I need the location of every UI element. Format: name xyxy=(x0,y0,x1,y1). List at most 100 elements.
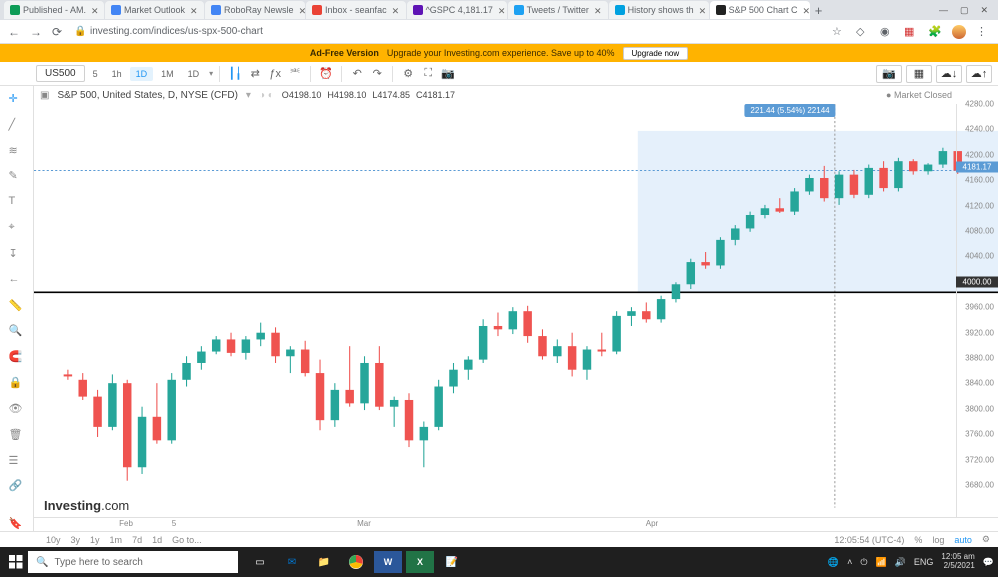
tab-close-icon[interactable]: ✕ xyxy=(190,6,198,14)
range-button[interactable]: 7d xyxy=(132,535,142,545)
camera-icon[interactable]: 📷 xyxy=(439,65,457,83)
explorer-icon[interactable]: 📁 xyxy=(310,551,338,573)
object-tree-icon[interactable]: ☰ xyxy=(9,454,25,468)
minimize-button[interactable]: — xyxy=(939,5,948,16)
fib-tool-icon[interactable]: ≋ xyxy=(9,144,25,158)
tab-close-icon[interactable]: ✕ xyxy=(594,6,602,14)
word-icon[interactable]: W xyxy=(374,551,402,573)
forward-button[interactable]: → xyxy=(30,25,44,39)
eye-tool-icon[interactable]: 👁 xyxy=(9,402,25,416)
tab-close-icon[interactable]: ✕ xyxy=(699,6,707,14)
back-arrow-icon[interactable]: ← xyxy=(9,273,25,287)
trend-line-tool-icon[interactable]: ╱ xyxy=(9,118,25,132)
tray-power-icon[interactable]: ⏻ xyxy=(860,557,867,568)
timeframe-button[interactable]: 1D xyxy=(130,67,154,81)
chrome-icon[interactable] xyxy=(342,551,370,573)
outlook-icon[interactable]: ✉ xyxy=(278,551,306,573)
browser-tab[interactable]: History shows th✕ xyxy=(609,1,709,19)
chevron-down-icon[interactable]: ▾ xyxy=(209,69,213,78)
tab-close-icon[interactable]: ✕ xyxy=(91,6,99,14)
notifications-icon[interactable]: 💬 xyxy=(983,557,994,568)
tab-close-icon[interactable]: ✕ xyxy=(498,6,506,14)
upgrade-button[interactable]: Upgrade now xyxy=(623,47,689,60)
ext-icon-1[interactable]: ◇ xyxy=(856,25,870,39)
chart-svg[interactable] xyxy=(34,104,998,522)
indicator-icon[interactable]: ƒx xyxy=(266,65,284,83)
tray-volume-icon[interactable]: 🔊 xyxy=(895,557,906,568)
alert-icon[interactable]: ⏰ xyxy=(317,65,335,83)
timeframe-button[interactable]: 5 xyxy=(87,67,104,81)
tab-close-icon[interactable]: ✕ xyxy=(392,6,400,14)
compare-icon[interactable]: ⇄ xyxy=(246,65,264,83)
bookmark-tool-icon[interactable]: 🔖 xyxy=(9,517,25,531)
new-tab-button[interactable]: + xyxy=(811,3,827,18)
star-icon[interactable]: ☆ xyxy=(832,25,846,39)
reload-button[interactable]: ⟳ xyxy=(52,25,66,39)
text-tool-icon[interactable]: T xyxy=(9,195,25,209)
cloud-save-icon[interactable]: ☁↑ xyxy=(966,65,992,83)
range-button[interactable]: 1m xyxy=(110,535,123,545)
extensions-icon[interactable]: 🧩 xyxy=(928,25,942,39)
browser-tab[interactable]: RoboRay Newsle✕ xyxy=(205,1,305,19)
browser-tab[interactable]: Published - AM.✕ xyxy=(4,1,104,19)
magnet-tool-icon[interactable]: 🧲 xyxy=(9,350,25,364)
prediction-tool-icon[interactable]: ↧ xyxy=(9,247,25,261)
cloud-load-icon[interactable]: ☁↓ xyxy=(936,65,962,83)
symbol-selector[interactable]: US500 xyxy=(36,65,85,82)
y-axis[interactable]: 4280.004240.004200.004160.004120.004080.… xyxy=(956,104,998,517)
back-button[interactable]: ← xyxy=(8,25,22,39)
gear-icon[interactable]: ⚙ xyxy=(982,534,990,545)
ext-icon-3[interactable]: ▦ xyxy=(904,25,918,39)
screenshot-button[interactable]: 📷 xyxy=(876,65,902,83)
auto-toggle[interactable]: auto xyxy=(954,535,972,545)
browser-tab[interactable]: ^GSPC 4,181.17✕ xyxy=(407,1,507,19)
start-button[interactable] xyxy=(4,555,28,569)
fullscreen-icon[interactable]: ⛶ xyxy=(419,65,437,83)
taskbar-search[interactable]: 🔍 Type here to search xyxy=(28,551,238,573)
brush-tool-icon[interactable]: ✎ xyxy=(9,169,25,183)
range-button[interactable]: 1y xyxy=(90,535,100,545)
taskbar-clock[interactable]: 12:05 am 2/5/2021 xyxy=(941,553,974,571)
log-toggle[interactable]: log xyxy=(932,535,944,545)
range-button[interactable]: 1d xyxy=(152,535,162,545)
tab-close-icon[interactable]: ✕ xyxy=(299,6,305,14)
tab-close-icon[interactable]: ✕ xyxy=(802,6,809,14)
zoom-tool-icon[interactable]: 🔍 xyxy=(9,324,25,338)
timeframe-button[interactable]: 1M xyxy=(155,67,180,81)
template-icon[interactable]: ⎃ xyxy=(286,65,304,83)
chart-body[interactable]: 221.44 (5.54%) 22144 4280.004240.004200.… xyxy=(34,104,998,517)
pct-toggle[interactable]: % xyxy=(914,535,922,545)
tray-lang[interactable]: ENG xyxy=(914,557,934,567)
tray-icon-1[interactable]: 🌐 xyxy=(828,557,839,568)
profile-avatar[interactable] xyxy=(952,25,966,39)
redo-icon[interactable]: ↷ xyxy=(368,65,386,83)
x-axis[interactable]: Feb5MarApr xyxy=(34,517,998,531)
lock-tool-icon[interactable]: 🔒 xyxy=(9,376,25,390)
undo-icon[interactable]: ↶ xyxy=(348,65,366,83)
close-window-button[interactable]: ✕ xyxy=(980,5,988,16)
layout-button[interactable]: ▦ xyxy=(906,65,932,83)
measure-tool-icon[interactable]: 📏 xyxy=(9,299,25,313)
timeframe-button[interactable]: 1h xyxy=(106,67,128,81)
candle-style-icon[interactable]: ┃╽ xyxy=(226,65,244,83)
range-button[interactable]: 3y xyxy=(71,535,81,545)
link-tool-icon[interactable]: 🔗 xyxy=(9,479,25,493)
browser-tab[interactable]: Market Outlook✕ xyxy=(105,1,204,19)
url-field[interactable]: 🔒 investing.com/indices/us-spx-500-chart xyxy=(74,26,824,37)
range-button[interactable]: 10y xyxy=(46,535,61,545)
browser-tab[interactable]: S&P 500 Chart C✕ xyxy=(710,1,810,19)
crosshair-tool-icon[interactable]: ✛ xyxy=(9,92,25,106)
timeframe-button[interactable]: 1D xyxy=(182,67,206,81)
maximize-button[interactable]: ▢ xyxy=(960,5,969,16)
tray-chevron-icon[interactable]: ˄ xyxy=(847,557,852,567)
ext-icon-2[interactable]: ◉ xyxy=(880,25,894,39)
task-view-icon[interactable]: ▭ xyxy=(246,551,274,573)
wordpad-icon[interactable]: 📝 xyxy=(438,551,466,573)
menu-icon[interactable]: ⋮ xyxy=(976,25,990,39)
settings-icon[interactable]: ⚙ xyxy=(399,65,417,83)
excel-icon[interactable]: X xyxy=(406,551,434,573)
browser-tab[interactable]: Inbox - seanfac✕ xyxy=(306,1,406,19)
pattern-tool-icon[interactable]: ⌖ xyxy=(9,221,25,235)
trash-tool-icon[interactable]: 🗑 xyxy=(9,428,25,442)
goto-button[interactable]: Go to... xyxy=(172,535,202,545)
